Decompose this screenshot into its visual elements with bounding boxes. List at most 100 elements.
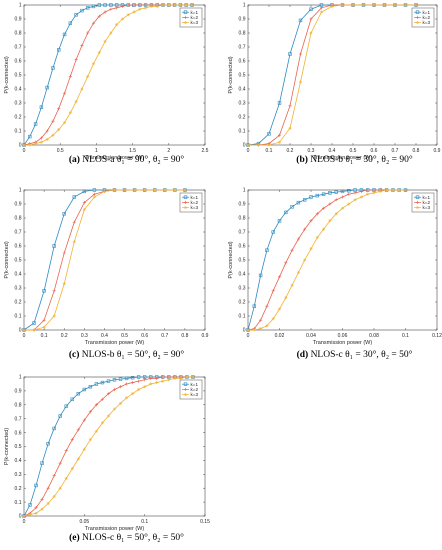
data-point xyxy=(40,461,44,465)
data-point xyxy=(315,193,319,198)
data-point xyxy=(351,3,355,7)
data-point xyxy=(52,244,56,248)
data-point xyxy=(256,143,261,147)
y-tick-label: 0.5 xyxy=(239,258,246,264)
caption-text: NLOS-b θ₁ = 50°, θ₂ = 90° xyxy=(79,349,184,360)
data-point xyxy=(57,48,61,52)
data-point xyxy=(80,8,84,13)
legend-marker xyxy=(183,393,188,397)
y-tick-label: 0.1 xyxy=(239,314,246,320)
data-point xyxy=(277,101,282,105)
data-point xyxy=(298,52,303,56)
data-point xyxy=(246,328,250,332)
data-point xyxy=(103,39,107,43)
data-point xyxy=(131,380,135,385)
data-point xyxy=(46,442,50,446)
data-point xyxy=(74,13,78,17)
legend-marker xyxy=(183,200,188,204)
data-point xyxy=(76,428,80,432)
x-axis-label: Transmission power (W) xyxy=(85,340,145,346)
legend-label: k=2 xyxy=(191,387,199,392)
caption-label: (a) xyxy=(69,154,80,165)
data-point xyxy=(334,198,338,202)
y-tick-label: 0.9 xyxy=(15,202,22,208)
legend: k=1k=2k=3 xyxy=(179,379,203,400)
data-point xyxy=(22,328,26,332)
data-point xyxy=(183,188,187,192)
data-point xyxy=(34,511,38,515)
x-tick-label: 0.2 xyxy=(61,333,68,339)
x-tick-label: 0.1 xyxy=(266,148,273,154)
data-point xyxy=(132,10,136,14)
data-point xyxy=(97,14,101,18)
data-point xyxy=(70,467,74,471)
y-tick-label: 0.3 xyxy=(15,101,22,107)
y-tick-label: 0.3 xyxy=(239,286,246,292)
y-tick-label: 0.2 xyxy=(15,115,22,121)
data-point xyxy=(353,191,357,195)
x-tick-label: 0 xyxy=(23,519,26,525)
panel-caption: (b) NLOS-b θ₁ = 30°, θ₂ = 90° xyxy=(296,154,413,165)
y-tick-label: 0.5 xyxy=(15,444,22,450)
data-point xyxy=(100,397,105,401)
data-point xyxy=(290,283,294,287)
data-point xyxy=(64,449,68,453)
y-tick-label: 0.8 xyxy=(239,216,246,222)
data-point xyxy=(39,140,43,144)
data-point xyxy=(173,188,177,192)
data-point xyxy=(328,191,332,195)
data-point xyxy=(58,486,62,490)
data-point xyxy=(52,474,56,478)
data-point xyxy=(138,7,142,11)
data-point xyxy=(403,188,408,192)
chart-panel-1: 0 0.5 1 1.5 2 2.5 0 0.1 0.2 0.3 0.4 0.5 0.6 0.7 0.8 0.9… xyxy=(4,3,209,165)
y-tick-label: 0 xyxy=(243,328,246,334)
legend-label: k=1 xyxy=(423,195,431,200)
data-point xyxy=(149,4,154,8)
data-point xyxy=(277,307,282,311)
y-tick-label: 0.4 xyxy=(15,272,22,278)
x-tick-label: 0.5 xyxy=(350,148,357,154)
data-point xyxy=(277,140,282,144)
data-point xyxy=(106,379,111,383)
data-point xyxy=(70,437,74,442)
data-point xyxy=(32,328,36,332)
data-point xyxy=(155,376,159,380)
y-tick-label: 0.2 xyxy=(239,115,246,121)
data-point xyxy=(161,375,165,379)
legend: k=1k=2k=3 xyxy=(411,192,435,213)
caption-text: NLOS-a θ₁ = 90°, θ₂ = 90° xyxy=(80,154,184,165)
data-point xyxy=(309,219,313,223)
data-point xyxy=(309,247,313,251)
data-point xyxy=(100,421,105,425)
data-point xyxy=(143,385,147,389)
data-point xyxy=(91,4,96,9)
data-point xyxy=(359,189,363,193)
x-tick-label: 0.06 xyxy=(338,333,348,339)
data-point xyxy=(80,44,84,48)
data-point xyxy=(403,3,408,7)
data-point xyxy=(42,325,46,329)
y-axis-label: P(k-connected) xyxy=(4,241,10,278)
data-point xyxy=(259,327,263,331)
data-point xyxy=(277,275,282,279)
y-tick-label: 0 xyxy=(19,328,22,334)
data-point xyxy=(76,391,81,396)
y-tick-label: 0.6 xyxy=(15,430,22,436)
data-point xyxy=(72,195,76,199)
data-point xyxy=(91,62,96,66)
data-point xyxy=(271,230,275,234)
y-axis-label: P(k-connected) xyxy=(228,241,234,278)
data-point xyxy=(88,410,92,414)
legend-marker xyxy=(415,21,420,25)
data-point xyxy=(74,58,78,62)
data-point xyxy=(138,3,142,7)
data-point xyxy=(303,227,307,231)
y-tick-label: 0.4 xyxy=(15,458,22,464)
data-point xyxy=(40,507,44,511)
y-tick-label: 0.5 xyxy=(15,258,22,264)
x-tick-label: 0.9 xyxy=(434,148,441,154)
data-point xyxy=(62,282,66,286)
legend: k=1k=2k=3 xyxy=(179,192,203,213)
x-tick-label: 0.1 xyxy=(41,333,48,339)
